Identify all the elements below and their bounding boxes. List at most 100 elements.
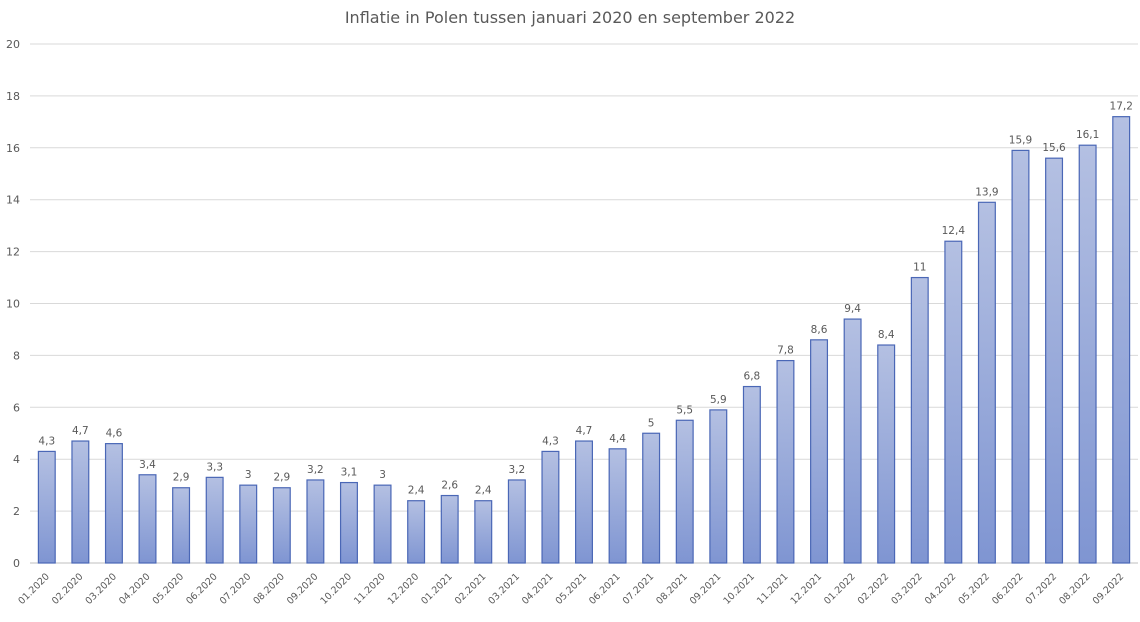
- data-label: 17,2: [1110, 101, 1133, 113]
- bar: [877, 344, 896, 564]
- data-label: 4,3: [38, 435, 55, 447]
- x-tick-label: 02.2022: [856, 571, 892, 607]
- bar: [172, 487, 191, 564]
- bar: [339, 481, 358, 564]
- data-label: 4,7: [72, 425, 89, 437]
- bar: [474, 500, 493, 564]
- x-tick-label: 05.2021: [554, 571, 590, 607]
- bar: [742, 385, 761, 564]
- x-tick-label: 02.2020: [50, 571, 86, 607]
- y-tick-label: 10: [6, 298, 20, 311]
- bar: [205, 476, 224, 564]
- x-axis-category-labels: 01.202002.202003.202004.202005.202006.20…: [16, 571, 1126, 607]
- bar: [541, 450, 560, 564]
- x-tick-label: 07.2021: [621, 571, 657, 607]
- data-label: 2,6: [441, 480, 458, 492]
- bar: [944, 240, 963, 564]
- x-tick-label: 10.2020: [319, 571, 355, 607]
- bar: [407, 500, 426, 564]
- x-tick-label: 08.2020: [251, 571, 287, 607]
- bar: [1112, 116, 1131, 564]
- data-label: 3,2: [307, 464, 324, 476]
- bar: [977, 201, 996, 564]
- bar: [239, 484, 258, 564]
- y-tick-label: 6: [13, 401, 20, 414]
- data-label: 12,4: [942, 225, 966, 237]
- data-label: 2,9: [273, 472, 290, 484]
- data-label: 3: [379, 469, 386, 481]
- bar: [675, 419, 694, 564]
- data-label: 3: [245, 469, 252, 481]
- y-tick-label: 14: [6, 194, 20, 207]
- x-tick-label: 09.2020: [285, 571, 321, 607]
- data-label: 3,3: [206, 461, 223, 473]
- x-tick-label: 12.2021: [789, 571, 825, 607]
- data-label: 5,9: [710, 394, 727, 406]
- bar: [608, 448, 627, 564]
- bar: [642, 432, 661, 564]
- data-label: 16,1: [1076, 129, 1099, 141]
- x-tick-label: 03.2021: [486, 571, 522, 607]
- y-tick-label: 16: [6, 142, 20, 155]
- x-tick-label: 03.2020: [83, 571, 119, 607]
- bar: [71, 440, 90, 564]
- bar: [1078, 144, 1097, 564]
- data-label: 2,4: [475, 485, 492, 497]
- x-tick-label: 05.2020: [151, 571, 187, 607]
- x-tick-label: 04.2021: [520, 571, 556, 607]
- bar: [138, 474, 157, 564]
- data-label: 3,2: [508, 464, 525, 476]
- y-tick-label: 0: [13, 557, 20, 570]
- bar: [440, 494, 459, 564]
- y-tick-label: 4: [13, 453, 20, 466]
- bar: [37, 450, 56, 564]
- bar: [910, 276, 929, 564]
- data-label: 3,4: [139, 459, 156, 471]
- x-tick-label: 09.2021: [688, 571, 724, 607]
- data-label: 8,4: [878, 329, 895, 341]
- x-tick-label: 08.2022: [1057, 571, 1093, 607]
- x-tick-label: 01.2021: [419, 571, 455, 607]
- data-label: 15,9: [1009, 134, 1032, 146]
- x-tick-label: 11.2021: [755, 571, 791, 607]
- data-label: 11: [913, 262, 926, 274]
- data-label: 8,6: [811, 324, 828, 336]
- data-label: 9,4: [844, 303, 861, 315]
- bars: [37, 116, 1131, 564]
- x-tick-label: 11.2020: [352, 571, 388, 607]
- y-tick-label: 18: [6, 90, 20, 103]
- data-label: 5,5: [676, 404, 693, 416]
- x-tick-label: 12.2020: [386, 571, 422, 607]
- y-tick-label: 20: [6, 38, 20, 51]
- bar: [843, 318, 862, 564]
- x-tick-label: 03.2022: [889, 571, 925, 607]
- x-tick-label: 10.2021: [721, 571, 757, 607]
- y-tick-label: 8: [13, 349, 20, 362]
- bar: [272, 487, 291, 564]
- x-tick-label: 02.2021: [453, 571, 489, 607]
- bar: [776, 359, 795, 564]
- bar: [507, 479, 526, 564]
- bar: [104, 443, 123, 564]
- data-label: 7,8: [777, 345, 794, 357]
- data-label: 2,4: [408, 485, 425, 497]
- data-label: 4,4: [609, 433, 626, 445]
- chart-title: Inflatie in Polen tussen januari 2020 en…: [344, 8, 796, 27]
- x-tick-label: 04.2022: [923, 571, 959, 607]
- x-tick-label: 06.2022: [990, 571, 1026, 607]
- x-tick-label: 07.2020: [218, 571, 254, 607]
- data-label: 2,9: [173, 472, 190, 484]
- data-label: 15,6: [1042, 142, 1066, 154]
- data-label: 4,6: [106, 428, 123, 440]
- x-tick-label: 08.2021: [654, 571, 690, 607]
- bar: [810, 339, 829, 564]
- bar: [306, 479, 325, 564]
- x-tick-label: 01.2020: [16, 571, 52, 607]
- data-label: 3,1: [341, 467, 358, 479]
- x-tick-label: 09.2022: [1091, 571, 1127, 607]
- data-label: 4,7: [576, 425, 593, 437]
- x-tick-label: 06.2021: [587, 571, 623, 607]
- x-tick-label: 01.2022: [822, 571, 858, 607]
- x-tick-label: 06.2020: [184, 571, 220, 607]
